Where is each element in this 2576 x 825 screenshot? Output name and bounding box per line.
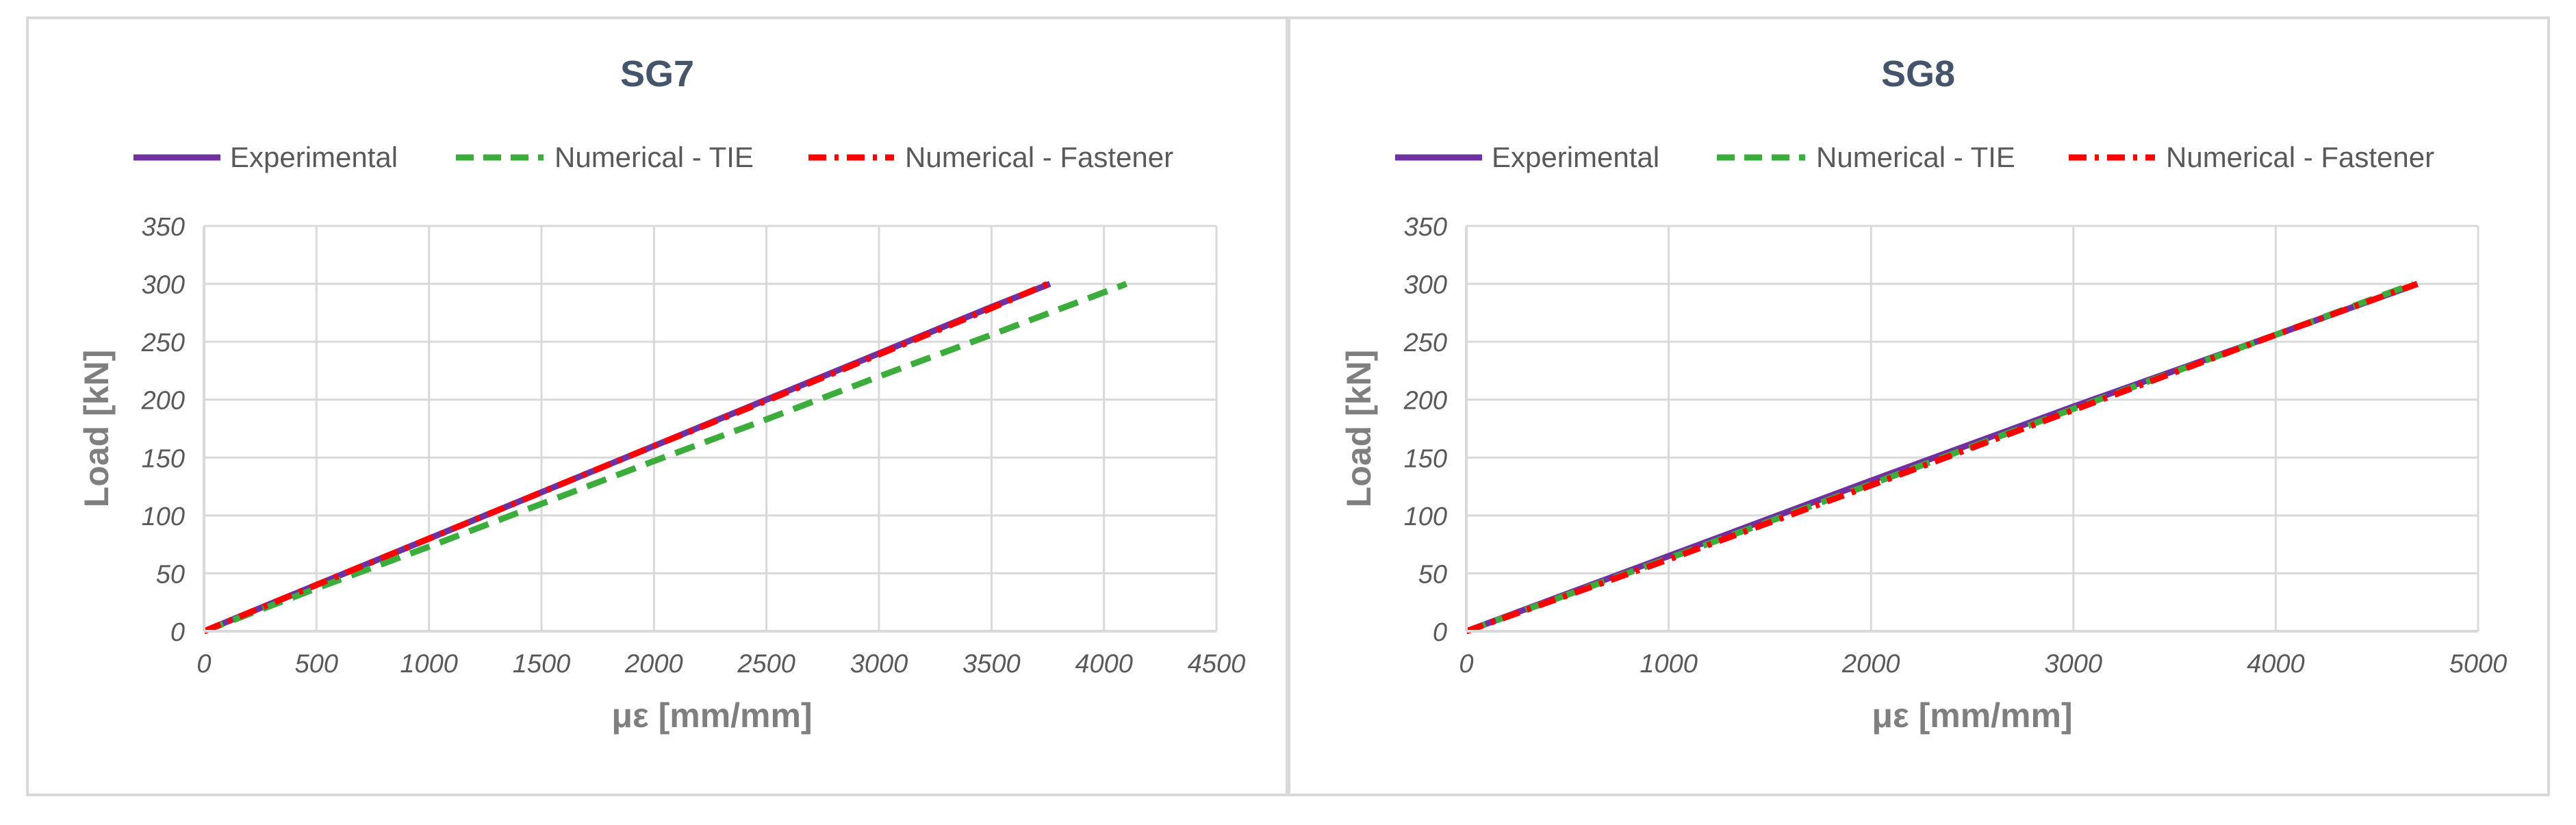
x-tick-label: 3500 (962, 650, 1021, 678)
legend-label: Numerical - Fastener (905, 141, 1173, 173)
y-tick-label: 100 (1404, 503, 1447, 531)
y-tick-label: 150 (142, 444, 185, 473)
y-tick-label: 50 (156, 560, 185, 589)
x-tick-label: 0 (1459, 650, 1473, 678)
x-tick-label: 1500 (513, 650, 571, 678)
x-tick-label: 4000 (1075, 650, 1133, 678)
y-tick-label: 150 (1404, 444, 1447, 473)
y-axis-label: Load [kN] (77, 350, 116, 508)
x-tick-label: 4000 (2247, 650, 2305, 678)
x-tick-label: 1000 (1640, 650, 1698, 678)
y-tick-label: 50 (1418, 560, 1447, 589)
x-tick-label: 3000 (2045, 650, 2103, 678)
x-tick-label: 0 (196, 650, 211, 678)
y-tick-label: 200 (141, 387, 185, 416)
y-axis-label: Load [kN] (1340, 350, 1378, 508)
x-tick-label: 4500 (1188, 650, 1246, 678)
chart-title: SG8 (1881, 53, 1955, 94)
x-tick-label: 2000 (1841, 650, 1900, 678)
y-tick-label: 350 (1404, 213, 1447, 242)
x-axis-label: με [mm/mm] (1872, 696, 2072, 735)
chart-title: SG7 (620, 53, 694, 94)
y-tick-label: 0 (1433, 618, 1447, 647)
y-tick-label: 300 (1404, 271, 1447, 300)
series-line-numerical-tie (203, 281, 1128, 635)
y-tick-label: 300 (142, 271, 185, 300)
legend-label: Numerical - Fastener (2166, 141, 2434, 173)
x-axis-label: με [mm/mm] (611, 696, 812, 735)
x-tick-label: 500 (295, 650, 338, 678)
x-tick-label: 2000 (624, 650, 683, 678)
chart-panel-sg8: 0 50 100 150 200 250 300 350 0 1000 2000 3000 4000 50… (1288, 16, 2550, 796)
legend-label: Experimental (1492, 141, 1659, 173)
y-tick-label: 100 (142, 503, 185, 531)
y-tick-label: 350 (142, 213, 185, 242)
legend-label: Experimental (230, 141, 398, 173)
chart-border (1288, 16, 2550, 796)
series-line-numerical-fastener (1465, 281, 2419, 635)
x-tick-label: 3000 (850, 650, 908, 678)
y-tick-label: 250 (141, 329, 185, 357)
legend-label: Numerical - TIE (1816, 141, 2015, 173)
chart-border (26, 16, 1288, 796)
y-tick-label: 0 (170, 618, 185, 647)
x-tick-label: 5000 (2449, 650, 2508, 678)
x-tick-label: 1000 (400, 650, 458, 678)
x-tick-label: 2500 (737, 650, 795, 678)
y-tick-label: 250 (1403, 329, 1447, 357)
y-tick-label: 200 (1403, 387, 1447, 416)
legend-label: Numerical - TIE (554, 141, 754, 173)
series-line-numerical-fastener (203, 281, 1049, 635)
